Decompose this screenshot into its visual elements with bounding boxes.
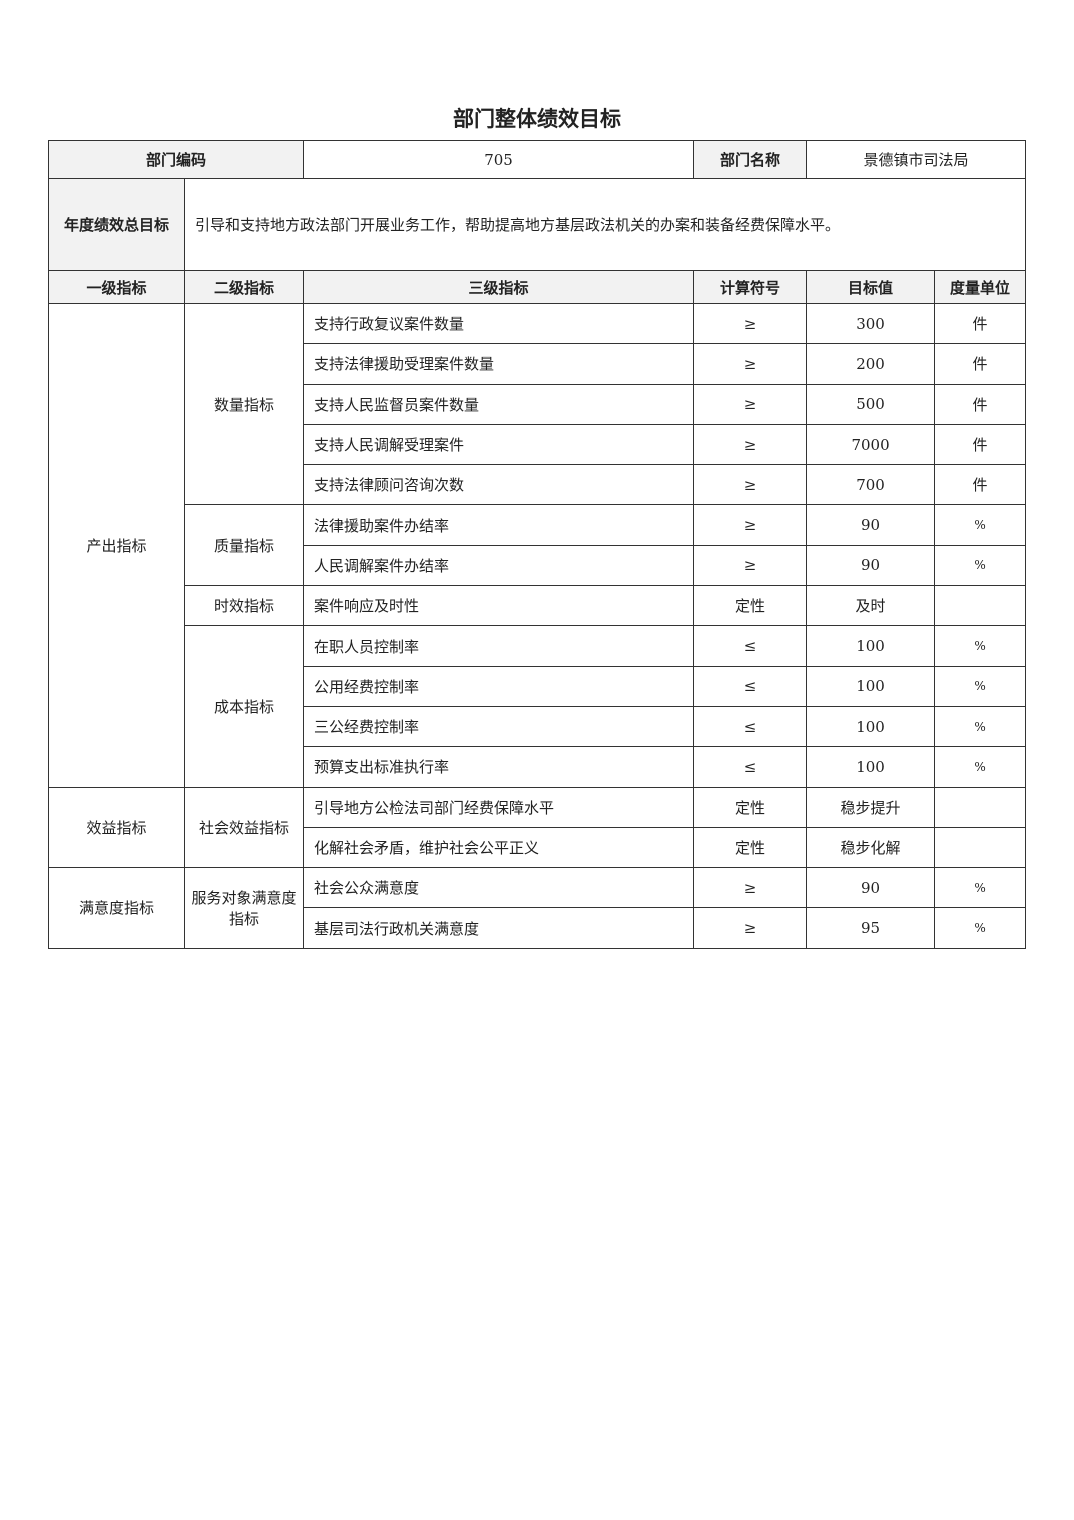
table-row: 质量指标 法律援助案件办结率 ≥90% <box>49 504 1027 587</box>
level1-cell: 满意度指标 <box>48 867 185 949</box>
target-cell: 7000 <box>806 423 936 466</box>
target-cell: 稳步化解 <box>806 826 936 869</box>
target-cell: 及时 <box>806 585 936 627</box>
operator-cell: ≥ <box>693 907 808 949</box>
dept-code: 705 <box>303 140 695 179</box>
level3-cell: 人民调解案件办结率 <box>303 544 695 587</box>
target-cell: 500 <box>806 383 936 425</box>
page-title: 部门整体绩效目标 <box>453 107 621 131</box>
goal-label: 年度绩效总目标 <box>48 178 185 271</box>
table-row: 支持法律援助受理案件数量 ≥200 件 <box>49 343 1027 385</box>
header-target: 目标值 <box>806 270 936 304</box>
operator-cell: ≥ <box>693 383 808 425</box>
unit-cell: % <box>934 705 1027 748</box>
level3-cell: 支持法律顾问咨询次数 <box>303 464 695 506</box>
level1-cell: 效益指标 <box>48 786 185 869</box>
level2-cell: 质量指标 <box>183 504 305 587</box>
operator-cell: ≤ <box>693 746 808 788</box>
level3-cell: 案件响应及时性 <box>303 585 695 627</box>
unit-cell: % <box>934 544 1027 587</box>
level3-cell: 支持行政复议案件数量 <box>303 302 695 345</box>
level3-cell: 公用经费控制率 <box>303 665 695 707</box>
level3-cell: 社会公众满意度 <box>303 867 695 909</box>
operator-cell: ≥ <box>693 504 808 546</box>
level1-cell: 产出指标 <box>48 303 185 788</box>
target-cell: 200 <box>806 343 936 385</box>
header-operator: 计算符号 <box>693 270 808 304</box>
unit-cell: 件 <box>934 464 1027 506</box>
table-row: 支持人民调解受理案件 ≥7000 件 <box>49 423 1027 466</box>
table-row: 支持法律顾问咨询次数 ≥700 件 <box>49 464 1027 506</box>
operator-cell: ≥ <box>693 302 808 345</box>
target-cell: 300 <box>806 302 936 345</box>
table-row: 人民调解案件办结率 ≥90% <box>49 544 1027 587</box>
dept-name-label: 部门名称 <box>693 140 808 179</box>
target-cell: 95 <box>806 907 936 949</box>
table-row: 成本指标 在职人员控制率 ≤100% <box>49 625 1027 788</box>
target-cell: 90 <box>806 867 936 909</box>
dept-code-label: 部门编码 <box>47 140 305 179</box>
header-level1: 一级指标 <box>48 270 185 304</box>
operator-cell: 定性 <box>693 786 808 828</box>
level2-cell: 数量指标 <box>183 302 305 506</box>
header-level2: 二级指标 <box>183 270 305 304</box>
unit-cell <box>934 826 1027 869</box>
target-cell: 100 <box>806 705 936 748</box>
target-cell: 稳步提升 <box>806 786 936 828</box>
operator-cell: ≥ <box>693 423 808 466</box>
table-row: 满意度指标 服务对象满意度指标 社会公众满意度 ≥90% <box>48 867 1027 949</box>
performance-table: 部门编码 705 部门名称 景德镇市司法局 年度绩效总目标 引导和支持地方政法部… <box>47 140 1027 949</box>
header-level3: 三级指标 <box>303 270 695 304</box>
operator-cell: ≥ <box>693 343 808 385</box>
level3-cell: 支持法律援助受理案件数量 <box>303 343 695 385</box>
table-row: 效益指标 社会效益指标 引导地方公检法司部门经费保障水平 定性 稳步提升 <box>48 786 1027 869</box>
level3-cell: 预算支出标准执行率 <box>303 746 695 788</box>
level2-cell: 时效指标 <box>183 585 305 627</box>
level3-cell: 化解社会矛盾，维护社会公平正义 <box>303 826 695 869</box>
unit-cell: 件 <box>934 343 1027 385</box>
level3-cell: 支持人民监督员案件数量 <box>303 383 695 425</box>
target-cell: 100 <box>806 665 936 707</box>
operator-cell: 定性 <box>693 826 808 869</box>
operator-cell: ≥ <box>693 544 808 587</box>
unit-cell <box>934 585 1027 627</box>
unit-cell: % <box>934 504 1027 546</box>
target-cell: 700 <box>806 464 936 506</box>
level3-cell: 在职人员控制率 <box>303 625 695 667</box>
operator-cell: ≤ <box>693 665 808 707</box>
header-unit: 度量单位 <box>934 270 1027 304</box>
unit-cell: % <box>934 867 1027 909</box>
table-row: 时效指标 案件响应及时性 定性 及时 <box>49 585 1027 627</box>
unit-cell: % <box>934 907 1027 949</box>
level3-cell: 引导地方公检法司部门经费保障水平 <box>303 786 695 828</box>
level2-cell: 服务对象满意度指标 <box>183 867 305 949</box>
target-cell: 100 <box>806 625 936 667</box>
unit-cell: 件 <box>934 423 1027 466</box>
unit-cell: % <box>934 665 1027 707</box>
operator-cell: ≥ <box>693 867 808 909</box>
unit-cell: 件 <box>934 302 1027 345</box>
table-row: 基层司法行政机关满意度 ≥95% <box>49 907 1027 949</box>
target-cell: 90 <box>806 504 936 546</box>
target-cell: 90 <box>806 544 936 587</box>
operator-cell: ≤ <box>693 625 808 667</box>
unit-cell <box>934 786 1027 828</box>
table-row: 产出指标 数量指标 支持行政复议案件数量 ≥300 件 <box>48 302 1027 788</box>
level2-cell: 成本指标 <box>183 625 305 788</box>
unit-cell: % <box>934 746 1027 788</box>
goal-text: 引导和支持地方政法部门开展业务工作，帮助提高地方基层政法机关的办案和装备经费保障… <box>183 178 1027 271</box>
level3-cell: 法律援助案件办结率 <box>303 504 695 546</box>
dept-name: 景德镇市司法局 <box>806 140 1027 179</box>
level3-cell: 三公经费控制率 <box>303 705 695 748</box>
level3-cell: 基层司法行政机关满意度 <box>303 907 695 949</box>
operator-cell: 定性 <box>693 585 808 627</box>
unit-cell: 件 <box>934 383 1027 425</box>
target-cell: 100 <box>806 746 936 788</box>
table-row: 支持人民监督员案件数量 ≥500 件 <box>49 383 1027 425</box>
unit-cell: % <box>934 625 1027 667</box>
operator-cell: ≥ <box>693 464 808 506</box>
operator-cell: ≤ <box>693 705 808 748</box>
level3-cell: 支持人民调解受理案件 <box>303 423 695 466</box>
level2-cell: 社会效益指标 <box>183 786 305 869</box>
